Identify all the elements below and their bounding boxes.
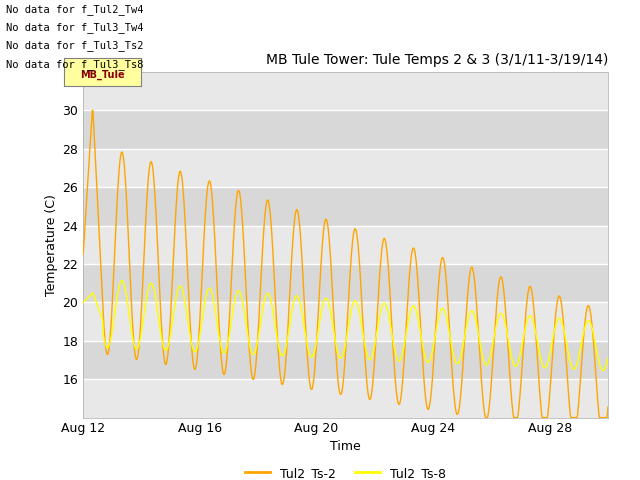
Text: No data for f_Tul2_Tw4: No data for f_Tul2_Tw4 (6, 4, 144, 15)
Text: MB Tule Tower: Tule Temps 2 & 3 (3/1/11-3/19/14): MB Tule Tower: Tule Temps 2 & 3 (3/1/11-… (266, 53, 608, 67)
X-axis label: Time: Time (330, 440, 361, 453)
Bar (83, 226, 608, 264)
Legend: Tul2_Ts-2, Tul2_Ts-8: Tul2_Ts-2, Tul2_Ts-8 (240, 462, 451, 480)
Bar (83, 302, 608, 341)
Text: No data for f_Tul3_Ts2: No data for f_Tul3_Ts2 (6, 40, 144, 51)
Bar (83, 187, 608, 226)
Y-axis label: Temperature (C): Temperature (C) (45, 194, 58, 296)
Bar (83, 110, 608, 149)
Bar (83, 149, 608, 187)
Bar (83, 341, 608, 379)
Bar (83, 264, 608, 302)
Text: No data for f_Tul3_Ts8: No data for f_Tul3_Ts8 (6, 59, 144, 70)
Text: No data for f_Tul3_Tw4: No data for f_Tul3_Tw4 (6, 22, 144, 33)
Text: MB_Tule: MB_Tule (80, 70, 125, 80)
